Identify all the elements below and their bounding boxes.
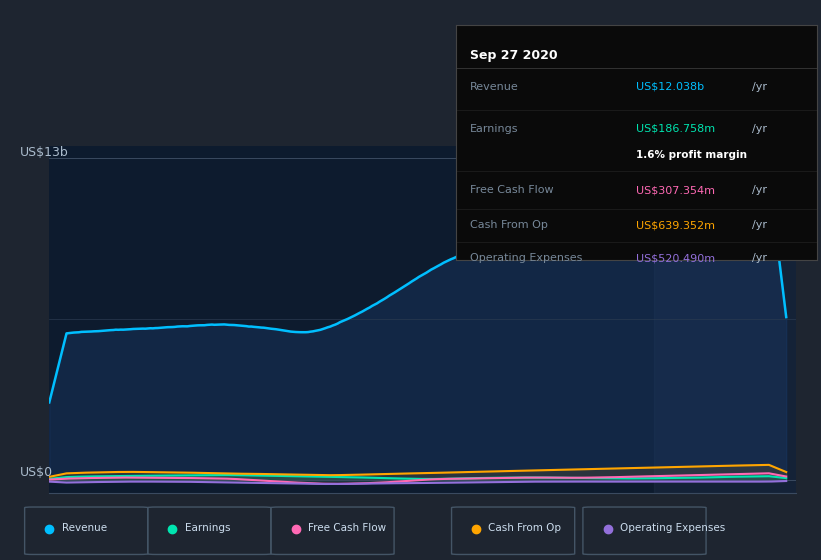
- Bar: [654, 146, 806, 493]
- Text: Operating Expenses: Operating Expenses: [620, 523, 725, 533]
- Text: Cash From Op: Cash From Op: [488, 523, 562, 533]
- Text: /yr: /yr: [752, 253, 767, 263]
- Text: /yr: /yr: [752, 221, 767, 230]
- Text: /yr: /yr: [752, 185, 767, 195]
- Text: Free Cash Flow: Free Cash Flow: [308, 523, 386, 533]
- Text: Sep 27 2020: Sep 27 2020: [470, 49, 557, 62]
- Text: Earnings: Earnings: [185, 523, 230, 533]
- Text: /yr: /yr: [752, 82, 767, 92]
- Text: Free Cash Flow: Free Cash Flow: [470, 185, 553, 195]
- Text: US$0: US$0: [20, 466, 53, 479]
- Text: Earnings: Earnings: [470, 124, 519, 134]
- Text: Operating Expenses: Operating Expenses: [470, 253, 582, 263]
- Text: US$186.758m: US$186.758m: [636, 124, 715, 134]
- Text: US$12.038b: US$12.038b: [636, 82, 704, 92]
- Text: US$639.352m: US$639.352m: [636, 221, 715, 230]
- Text: US$13b: US$13b: [20, 146, 68, 158]
- Text: Revenue: Revenue: [470, 82, 519, 92]
- Text: Cash From Op: Cash From Op: [470, 221, 548, 230]
- Text: 1.6% profit margin: 1.6% profit margin: [636, 150, 747, 160]
- Text: US$520.490m: US$520.490m: [636, 253, 715, 263]
- Text: US$307.354m: US$307.354m: [636, 185, 715, 195]
- Text: /yr: /yr: [752, 124, 767, 134]
- Text: Revenue: Revenue: [62, 523, 107, 533]
